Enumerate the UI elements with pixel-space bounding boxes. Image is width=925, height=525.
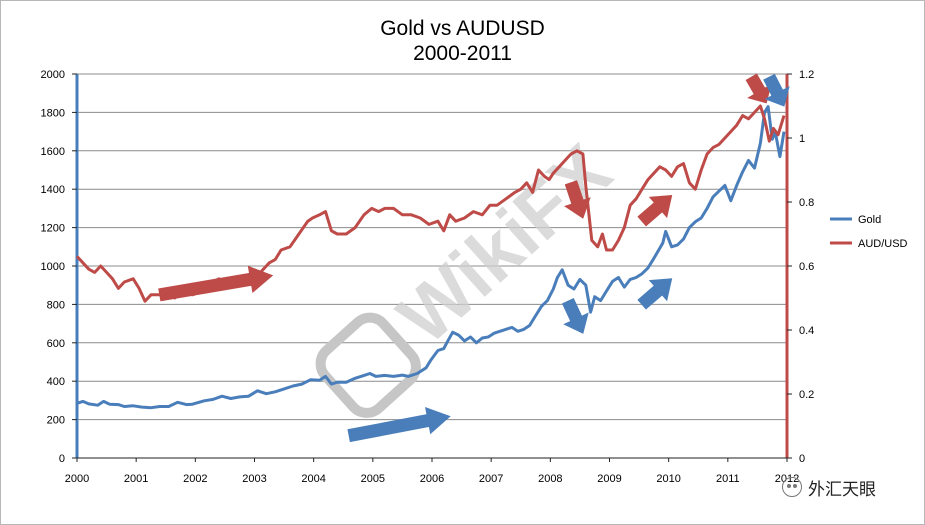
- tick-label-right: 0: [799, 453, 805, 465]
- tick-label-left: 1600: [41, 146, 65, 158]
- tick-label-x: 2008: [538, 473, 562, 485]
- trend-arrow-icon: [745, 73, 772, 104]
- tick-label-x: 2009: [597, 473, 621, 485]
- tick-label-left: 600: [47, 338, 65, 350]
- tick-label-right: 0.2: [799, 389, 814, 401]
- tick-label-right: 0.6: [799, 261, 814, 273]
- tick-label-x: 2011: [716, 473, 740, 485]
- tick-label-x: 2010: [656, 473, 680, 485]
- tick-label-left: 200: [47, 415, 65, 427]
- gold-series-line: [76, 105, 786, 410]
- brand-text: 外汇天眼: [808, 479, 876, 499]
- tick-label-left: 1200: [41, 223, 65, 235]
- tick-label-left: 400: [47, 376, 65, 388]
- watermark-text: WikiFX: [382, 128, 627, 360]
- tick-label-x: 2004: [301, 473, 325, 485]
- tick-label-x: 2003: [242, 473, 266, 485]
- tick-label-x: 2001: [124, 473, 148, 485]
- tick-label-left: 800: [47, 299, 65, 311]
- tick-label-x: 2007: [479, 473, 503, 485]
- trend-arrow-icon: [637, 195, 673, 227]
- tick-label-x: 2000: [65, 473, 89, 485]
- tick-label-right: 0.4: [799, 325, 814, 337]
- tick-label-left: 1400: [41, 184, 65, 196]
- trend-arrow-icon: [158, 265, 274, 302]
- chart-title: Gold vs AUDUSD 2000-2011: [0, 16, 925, 66]
- wechat-icon: [782, 477, 802, 497]
- tick-label-x: 2006: [420, 473, 444, 485]
- tick-label-left: 1000: [41, 261, 65, 273]
- tick-label-right: 1: [799, 133, 805, 145]
- tick-label-left: 1800: [41, 107, 65, 119]
- tick-label-right: 0.8: [799, 197, 814, 209]
- trend-arrow-icon: [564, 180, 591, 219]
- title-line-2: 2000-2011: [413, 42, 512, 65]
- legend-label: Gold: [858, 214, 881, 226]
- tick-label-x: 2002: [183, 473, 207, 485]
- brand-badge: 外汇天眼: [782, 474, 876, 500]
- watermark: WikiFX: [315, 128, 627, 418]
- tick-label-left: 0: [59, 453, 65, 465]
- trend-arrow-icon: [763, 73, 790, 107]
- title-line-1: Gold vs AUDUSD: [380, 17, 545, 40]
- tick-label-left: 2000: [41, 69, 65, 81]
- watermark-logo-icon: [315, 312, 421, 418]
- trend-arrow-icon: [637, 278, 673, 310]
- legend-label: AUD/USD: [858, 238, 908, 250]
- tick-label-x: 2005: [361, 473, 385, 485]
- trend-arrow-icon: [561, 298, 589, 334]
- tick-label-right: 1.2: [799, 69, 814, 81]
- trend-arrow-icon: [347, 407, 451, 443]
